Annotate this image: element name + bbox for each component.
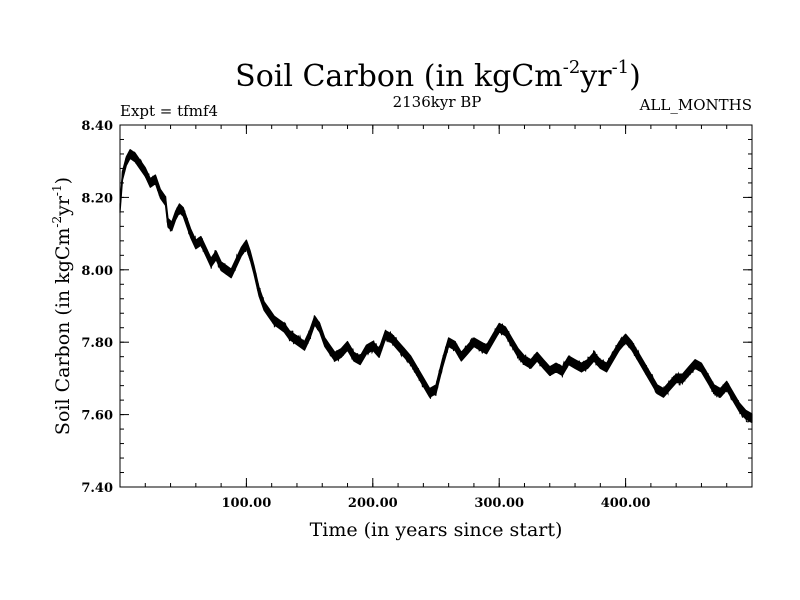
y-tick-label: 8.40: [81, 119, 113, 134]
subtitle-experiment: Expt = tfmf4: [120, 102, 218, 120]
y-tick-label: 7.60: [81, 409, 113, 424]
x-tick-label: 300.00: [474, 496, 524, 511]
x-tick-label: 200.00: [348, 496, 398, 511]
x-axis-title: Time (in years since start): [310, 519, 563, 541]
y-tick-label: 7.80: [81, 336, 113, 351]
x-tick-label: 400.00: [601, 496, 651, 511]
subtitle-months: ALL_MONTHS: [639, 96, 752, 114]
plot-frame: [119, 124, 753, 488]
x-tick-label: 100.00: [222, 496, 272, 511]
tick-labels: 100.00 200.00 300.00 400.00 7.40 7.60 7.80 8.00…: [81, 119, 650, 511]
subtitle-period: 2136kyr BP: [393, 93, 482, 111]
y-tick-label: 8.00: [81, 264, 113, 279]
y-tick-label: 7.40: [81, 481, 113, 496]
series-line: [119, 151, 753, 423]
y-axis-title: Soil Carbon (in kgCm-2yr-1): [50, 177, 74, 435]
y-tick-label: 8.20: [81, 191, 113, 206]
chart-title: Soil Carbon (in kgCm-2yr-1): [235, 57, 641, 94]
